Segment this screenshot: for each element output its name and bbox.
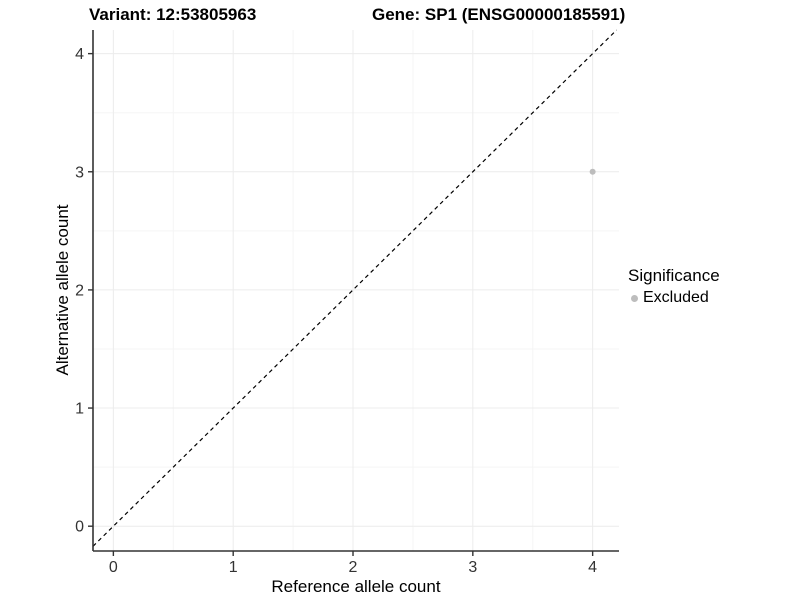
- plot-title-variant: Variant: 12:53805963: [89, 5, 257, 24]
- x-tick-label: 1: [229, 559, 238, 576]
- y-tick-label: 1: [75, 401, 84, 418]
- legend-title: Significance: [628, 266, 720, 285]
- legend: Significance Excluded: [628, 266, 720, 307]
- plot-title-gene: Gene: SP1 (ENSG00000185591): [372, 5, 626, 24]
- legend-point-icon: [631, 294, 638, 302]
- data-point-excluded: [589, 168, 596, 175]
- y-tick-label: 2: [75, 282, 84, 299]
- x-axis-label: Reference allele count: [271, 577, 441, 596]
- x-tick-label: 2: [349, 559, 358, 576]
- y-tick-label: 3: [75, 164, 84, 181]
- legend-item-label: Excluded: [643, 289, 709, 306]
- x-tick-label: 0: [109, 559, 118, 576]
- x-tick-label: 4: [588, 559, 597, 576]
- x-tick-label: 3: [468, 559, 477, 576]
- y-axis-label: Alternative allele count: [53, 204, 72, 376]
- y-tick-label: 4: [75, 46, 84, 63]
- legend-item-excluded: Excluded: [628, 289, 720, 307]
- identity-dashed-line: [92, 29, 618, 547]
- y-tick-label: 0: [75, 519, 84, 536]
